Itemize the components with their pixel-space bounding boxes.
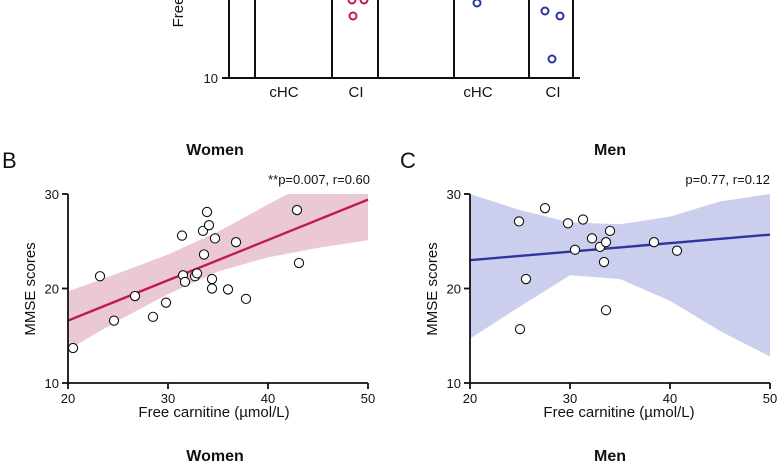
x-axis-label: Free carnitine (µmol/L)	[138, 404, 289, 421]
top-point-women-ci	[359, 0, 369, 5]
confidence-band	[470, 194, 770, 357]
data-point	[129, 290, 141, 302]
y-axis-label: MMSE scores	[22, 242, 39, 335]
box-men-chc	[453, 0, 530, 79]
x-tick-label: 20	[61, 391, 75, 406]
data-point	[293, 257, 305, 269]
top-point-women-ci	[348, 11, 358, 21]
stats-annotation: **p=0.007, r=0.60	[268, 172, 370, 187]
data-point	[600, 305, 612, 316]
y-tick-label: 30	[447, 187, 461, 202]
top-point-women-ci	[347, 0, 357, 5]
y-tick-label: 20	[45, 282, 59, 297]
data-point	[291, 204, 303, 216]
group-label: cHC	[463, 84, 492, 101]
data-point	[209, 233, 221, 244]
data-point	[147, 311, 159, 322]
y-axis-label: MMSE scores	[424, 242, 441, 335]
data-point	[671, 245, 683, 256]
group-label: cHC	[269, 84, 298, 101]
data-point	[201, 206, 213, 218]
data-point	[539, 203, 551, 214]
data-point	[206, 283, 218, 294]
box-women-chc	[254, 0, 333, 79]
top-point-men-chc	[472, 0, 482, 8]
regression-line	[67, 198, 369, 322]
data-point	[108, 315, 120, 326]
top-panel: Free 10 cHC CI cHC CI	[170, 0, 580, 101]
data-point	[203, 220, 215, 231]
y-tick-label: 30	[45, 187, 59, 202]
data-point	[577, 214, 589, 225]
data-point	[191, 268, 203, 279]
top-ytick-label: 10	[204, 71, 218, 86]
box-men-ci	[528, 0, 574, 79]
data-point	[67, 342, 79, 354]
data-point	[176, 230, 188, 241]
data-point	[240, 293, 252, 305]
data-point	[600, 237, 612, 248]
data-point	[179, 276, 191, 288]
x-tick-label: 30	[161, 391, 175, 406]
data-point	[206, 273, 218, 285]
group-label: CI	[546, 84, 561, 101]
x-tick-label: 20	[463, 391, 477, 406]
x-axis-label: Free carnitine (µmol/L)	[543, 404, 694, 421]
data-point	[198, 249, 210, 260]
data-point	[513, 216, 525, 227]
x-tick-label: 50	[361, 391, 375, 406]
x-tick-label: 40	[261, 391, 275, 406]
top-ylabel: Free	[170, 0, 187, 27]
chart-title: Women	[186, 142, 243, 159]
x-tick-label: 50	[763, 391, 777, 406]
data-point	[94, 271, 106, 282]
data-point	[520, 273, 532, 285]
data-point	[586, 233, 598, 244]
data-point	[562, 218, 574, 229]
x-tick-label: 40	[663, 391, 677, 406]
x-tick-label: 30	[563, 391, 577, 406]
data-point	[514, 323, 526, 335]
data-point	[604, 225, 616, 237]
data-point	[569, 244, 581, 255]
panel-letter: B	[2, 148, 17, 173]
stats-annotation: p=0.77, r=0.12	[685, 172, 770, 187]
data-point	[160, 297, 172, 308]
y-tick-label: 10	[447, 376, 461, 391]
scatter-panel-women: B Women **p=0.007, r=0.60 20 30 40 50102030…	[2, 142, 375, 421]
data-point	[648, 237, 660, 248]
group-label: CI	[349, 84, 364, 101]
regression-line	[469, 233, 771, 262]
top-point-men-ci	[540, 6, 550, 16]
data-point	[230, 237, 242, 248]
top-point-men-ci	[555, 11, 565, 21]
chart-title: Men	[594, 142, 626, 159]
data-point	[222, 284, 234, 295]
confidence-band	[68, 194, 368, 350]
box-women-ci	[331, 0, 379, 79]
data-point	[598, 256, 610, 268]
bottom-label-men: Men	[594, 448, 626, 465]
panel-letter: C	[400, 148, 416, 173]
y-tick-label: 10	[45, 376, 59, 391]
y-tick-label: 20	[447, 282, 461, 297]
bottom-label-women: Women	[186, 448, 243, 465]
top-point-men-ci	[547, 54, 557, 64]
